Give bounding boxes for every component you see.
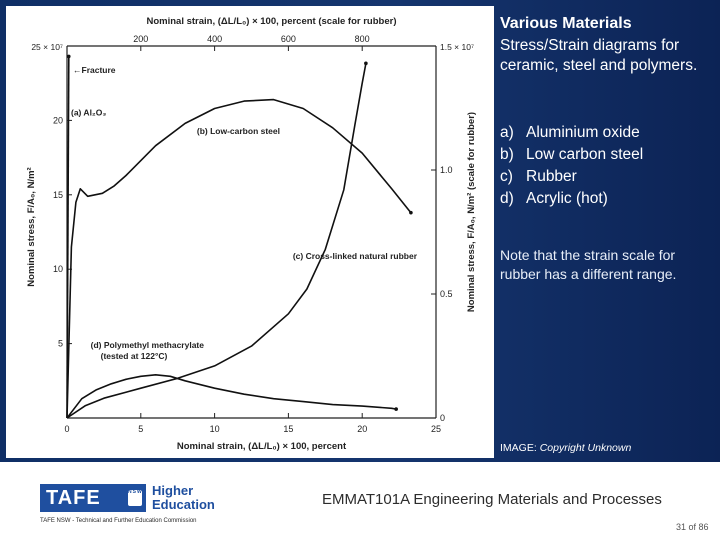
scale-note: Note that the strain scale for rubber ha… xyxy=(500,247,677,282)
fracture-point xyxy=(394,407,398,411)
sidebar: Various Materials Stress/Strain diagrams… xyxy=(500,14,712,282)
fracture-point xyxy=(364,61,368,66)
series-label-d-sub: (tested at 122°C) xyxy=(101,351,168,361)
series-label-a: (a) Al₂O₃ xyxy=(71,107,106,117)
list-item: b) Low carbon steel xyxy=(500,146,644,163)
y-top-tick-label: 25 × 10⁷ xyxy=(31,42,63,52)
x-tick-label: 0 xyxy=(64,424,69,434)
y2-tick-label: 0.5 xyxy=(440,289,453,299)
y-tick-label: 10 xyxy=(53,264,63,274)
chart-labels: Nominal strain, (ΔL/L₀) × 100, percent No… xyxy=(26,16,477,452)
series-label-d: (d) Polymethyl methacrylate xyxy=(91,340,205,350)
y-tick-label: 15 xyxy=(53,190,63,200)
series-label-b: (b) Low-carbon steel xyxy=(197,126,280,136)
tafe-logo-mark: TAFE NSW xyxy=(40,484,146,512)
x2-tick-label: 600 xyxy=(281,34,296,44)
x2-tick-label: 800 xyxy=(355,34,370,44)
fracture-point xyxy=(409,210,413,215)
sidebar-subtitle: Stress/Strain diagrams for ceramic, stee… xyxy=(500,37,698,74)
nsw-badge-icon: NSW xyxy=(128,489,142,506)
commission-text: TAFE NSW - Technical and Further Educati… xyxy=(40,518,197,524)
x-tick-label: 5 xyxy=(138,424,143,434)
x2-tick-label: 200 xyxy=(133,34,148,44)
series-line-d xyxy=(66,374,397,419)
y-tick-label: 5 xyxy=(58,339,63,349)
material-list: a) Aluminium oxide b) Low carbon steel c) R… xyxy=(500,122,643,210)
stress-strain-chart: 0 5 10 15 20 25 200 400 600 800 5 10 15 20 25 × 10⁷ 0 0.… xyxy=(6,6,494,458)
y-tick-label: 20 xyxy=(53,115,63,125)
sidebar-title: Various Materials xyxy=(500,15,632,32)
x-axis-title: Nominal strain, (ΔL/L₀) × 100, percent xyxy=(177,441,347,452)
series-label-c: (c) Cross-linked natural rubber xyxy=(293,251,418,261)
list-item: c) Rubber xyxy=(500,168,577,185)
tafe-logo: TAFE NSW Higher Education xyxy=(40,484,215,512)
page-number: 31 of 86 xyxy=(676,522,709,532)
x-tick-label: 20 xyxy=(357,424,367,434)
chart-axes xyxy=(66,45,437,419)
y-axis-title: Nominal stress, F/A₀, N/m² xyxy=(26,167,37,286)
list-item: d) Acrylic (hot) xyxy=(500,190,608,207)
series-line-c xyxy=(66,63,367,419)
series-line-b xyxy=(66,98,412,419)
x-tick-label: 15 xyxy=(283,424,293,434)
y2-axis-title: Nominal stress, F/A₀, N/m² (scale for ru… xyxy=(466,112,477,312)
image-credit: IMAGE: Copyright Unknown xyxy=(500,442,632,454)
fracture-point xyxy=(66,54,71,59)
fracture-annotation: ←Fracture xyxy=(73,65,116,75)
course-title: EMMAT101A Engineering Materials and Proc… xyxy=(322,491,662,508)
y2-tick-label: 1.0 xyxy=(440,165,453,175)
list-item: a) Aluminium oxide xyxy=(500,124,640,141)
chart-svg: 0 5 10 15 20 25 200 400 600 800 5 10 15 20 25 × 10⁷ 0 0.… xyxy=(26,16,477,452)
x2-axis-title: Nominal strain, (ΔL/L₀) × 100, percent (… xyxy=(147,16,397,27)
chart-curves xyxy=(66,54,413,419)
x2-tick-label: 400 xyxy=(207,34,222,44)
x-tick-label: 10 xyxy=(210,424,220,434)
higher-education-label: Higher Education xyxy=(152,483,215,512)
y2-tick-label: 0 xyxy=(440,413,445,423)
x-tick-label: 25 xyxy=(431,424,441,434)
chart-ticks: 0 5 10 15 20 25 200 400 600 800 5 10 15 20 25 × 10⁷ 0 0.… xyxy=(31,34,474,434)
y2-top-tick-label: 1.5 × 10⁷ xyxy=(440,42,474,52)
series-line-a xyxy=(66,56,70,419)
